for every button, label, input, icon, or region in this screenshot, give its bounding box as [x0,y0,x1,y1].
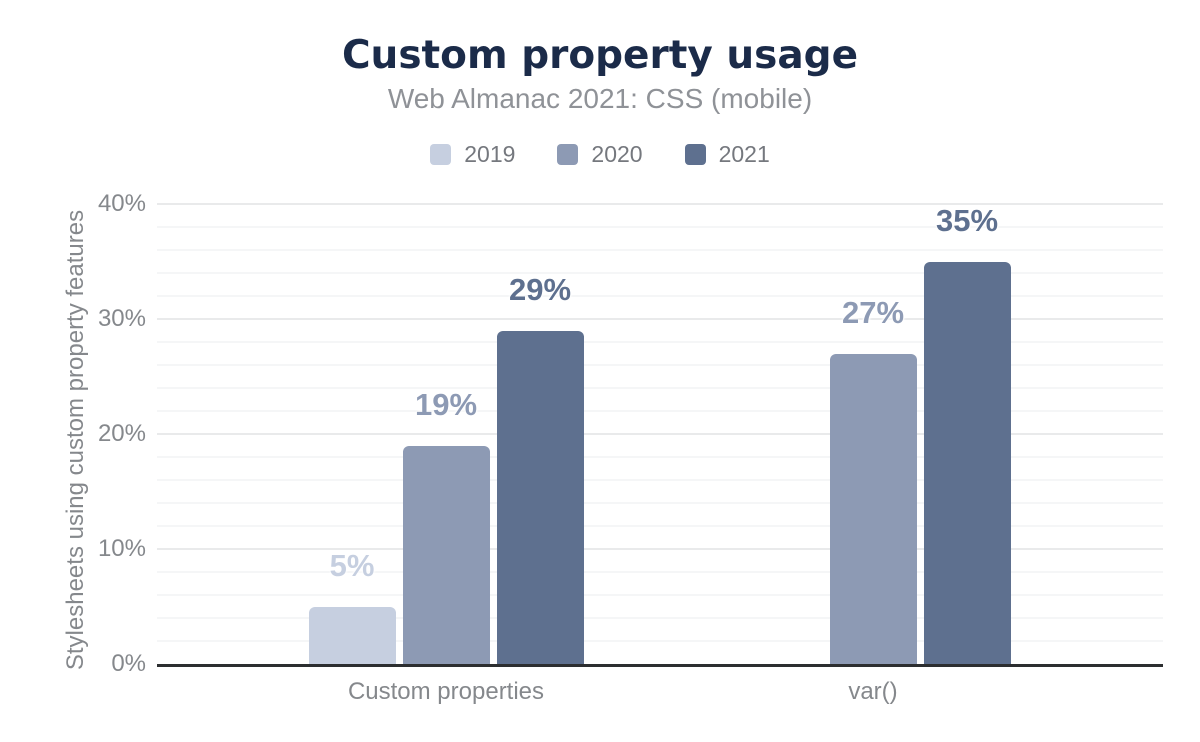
minor-gridline [157,479,1163,481]
minor-gridline [157,617,1163,619]
minor-gridline [157,594,1163,596]
bar-2020-Custom properties[interactable] [402,445,490,664]
bar-2019-Custom properties[interactable] [308,606,396,664]
major-gridline [157,203,1163,205]
major-gridline [157,318,1163,320]
y-tick-label: 30% [97,305,146,332]
minor-gridline [157,387,1163,389]
minor-gridline [157,525,1163,527]
bar-value-label: 5% [329,547,375,583]
minor-gridline [157,226,1163,228]
y-tick-label: 20% [97,420,146,447]
bar-2020-var()[interactable] [829,353,917,664]
bar-2021-var()[interactable] [923,261,1011,664]
legend-label: 2020 [591,141,643,167]
minor-gridline [157,249,1163,251]
minor-gridline [157,410,1163,412]
major-gridline [157,433,1163,435]
minor-gridline [157,640,1163,642]
y-tick-label: 0% [111,650,146,677]
minor-gridline [157,502,1163,504]
legend-item-2019[interactable]: 2019 [430,142,515,166]
bar-value-label: 29% [508,271,572,307]
legend-label: 2019 [464,141,516,167]
legend-swatch-icon [430,143,452,165]
minor-gridline [157,364,1163,366]
legend: 2019 2020 2021 [0,142,1200,166]
bar-value-label: 27% [841,294,905,330]
legend-item-2020[interactable]: 2020 [557,141,643,167]
legend-label: 2021 [718,141,770,167]
plot-area: 5% 19% 27% 29% 35% [157,202,1163,664]
minor-gridline [157,272,1163,274]
x-category-label: Custom properties [347,678,545,705]
x-axis-line [157,664,1163,667]
minor-gridline [157,295,1163,297]
minor-gridline [157,456,1163,458]
x-category-label: var() [848,678,898,705]
legend-swatch-icon [557,143,579,165]
y-tick-label: 40% [97,190,146,217]
bar-2021-Custom properties[interactable] [496,330,584,664]
minor-gridline [157,571,1163,573]
y-tick-label: 10% [97,535,146,562]
legend-swatch-icon [684,143,706,165]
chart-subtitle: Web Almanac 2021: CSS (mobile) [387,83,813,114]
bar-value-label: 19% [414,386,478,422]
minor-gridline [157,341,1163,343]
chart-title: Custom property usage [341,33,859,78]
bar-value-label: 35% [935,202,999,238]
major-gridline [157,548,1163,550]
legend-item-2021[interactable]: 2021 [684,141,770,167]
